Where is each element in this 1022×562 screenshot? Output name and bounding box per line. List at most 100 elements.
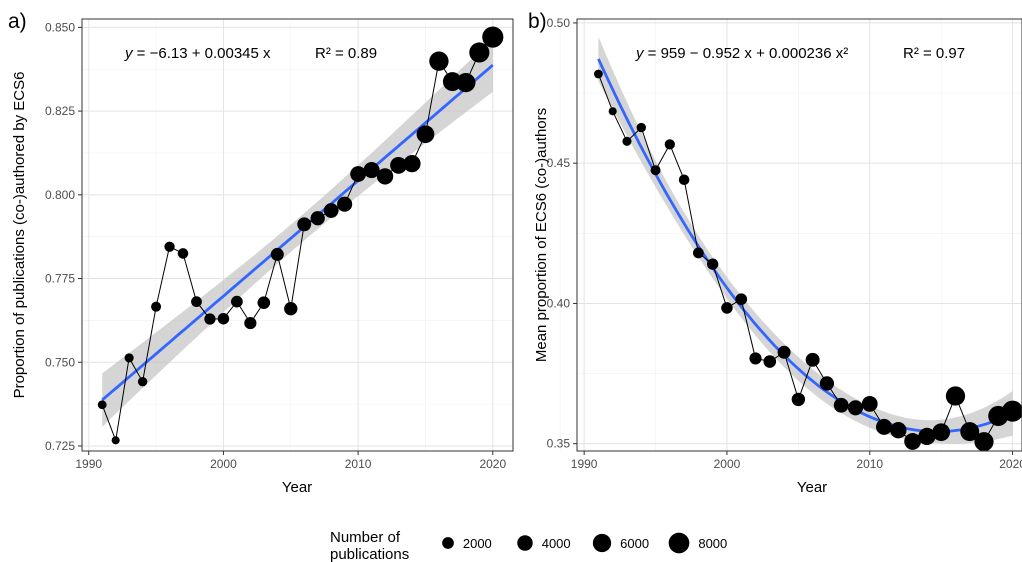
- panel-a-connecting-line: [101, 36, 494, 443]
- legend-key-circle: [592, 533, 612, 553]
- y-tick-label: 0.800: [45, 188, 75, 202]
- panel-a-tag: a): [8, 10, 27, 33]
- y-tick-label: 0.850: [45, 20, 75, 34]
- data-point: [469, 42, 490, 63]
- panel-b-ticks: 1990 2000 2010 2020 0.35 0.40 0.45 0.50: [547, 16, 1022, 471]
- panel-b-equation: y = 959 − 0.952 x + 0.000236 x²: [635, 45, 848, 62]
- legend-title-line2: publications: [330, 546, 409, 562]
- data-point: [191, 296, 202, 308]
- x-tick-label: 1990: [75, 457, 102, 471]
- y-tick-label: 0.35: [547, 437, 571, 451]
- data-point: [217, 312, 230, 325]
- data-point: [456, 73, 476, 93]
- data-point: [323, 203, 339, 218]
- panel-a: a) 1990 2000 2010 2020 0.725 0.750 0.775 0.800 0…: [8, 10, 561, 496]
- data-point: [97, 400, 107, 410]
- data-point: [297, 217, 312, 232]
- data-point: [861, 395, 878, 412]
- data-point: [763, 355, 777, 368]
- legend-key-label: 8000: [698, 536, 727, 551]
- y-tick-label: 0.40: [547, 296, 571, 310]
- data-point: [151, 301, 162, 312]
- data-point: [594, 69, 603, 79]
- data-point: [876, 418, 893, 435]
- panel-a-equation: y = −6.13 + 0.00345 x: [124, 45, 271, 62]
- panel-b-r2: R² = 0.97: [903, 45, 965, 62]
- data-point: [177, 248, 189, 259]
- data-point: [918, 427, 936, 446]
- data-point: [429, 51, 449, 71]
- panel-b-points: [594, 69, 1022, 452]
- data-point: [284, 301, 298, 316]
- panel-a-equation-y: y: [124, 45, 134, 62]
- legend-key-label: 6000: [620, 536, 649, 551]
- panel-b-gridlines: [577, 19, 1022, 451]
- size-legend: Number of publications 2000 4000 6000 8000: [330, 529, 727, 562]
- panel-a-x-axis-title: Year: [282, 479, 312, 496]
- data-point: [608, 107, 617, 116]
- data-point: [847, 400, 864, 416]
- y-tick-label: 0.775: [45, 272, 75, 286]
- data-point: [363, 162, 380, 179]
- data-point: [376, 168, 394, 185]
- data-point: [904, 433, 922, 450]
- data-point: [416, 125, 435, 144]
- data-point: [244, 316, 257, 330]
- panel-b-equation-y: y: [635, 45, 645, 62]
- panel-a-border: [81, 18, 514, 452]
- legend-title-line1: Number of: [330, 529, 401, 546]
- data-point: [890, 422, 907, 439]
- panel-b-background: [577, 19, 1022, 451]
- panel-b-x-axis-title: Year: [797, 479, 827, 496]
- data-point: [231, 295, 243, 308]
- data-point: [819, 376, 835, 391]
- data-point: [124, 353, 134, 363]
- data-point: [707, 258, 719, 270]
- y-tick-label: 0.750: [45, 355, 75, 369]
- data-point: [692, 247, 704, 259]
- panel-a-r2: R² = 0.89: [315, 45, 377, 62]
- panel-b: b) 1990 2000 2010 2020 0.35 0.40 0.45 0.50 y = …: [528, 10, 1022, 496]
- panel-b-y-axis-title: Mean proportion of ECS6 (co-)authors: [533, 108, 550, 362]
- data-point: [204, 313, 216, 325]
- data-point: [403, 155, 421, 173]
- data-point: [650, 165, 661, 176]
- data-point: [390, 156, 407, 174]
- data-point: [791, 392, 806, 407]
- x-tick-label: 2020: [479, 457, 506, 471]
- panel-a-equation-body: = −6.13 + 0.00345 x: [133, 45, 272, 62]
- data-point: [137, 376, 148, 387]
- legend-key-label: 4000: [542, 536, 571, 551]
- data-point: [664, 139, 675, 150]
- panel-b-border: [576, 18, 1022, 452]
- data-point: [735, 293, 748, 306]
- data-point: [974, 432, 994, 452]
- data-point: [164, 241, 175, 252]
- legend-keys: 2000 4000 6000 8000: [442, 532, 727, 554]
- data-point: [257, 296, 271, 309]
- data-point: [777, 345, 791, 359]
- x-tick-label: 2010: [345, 457, 372, 471]
- data-point: [310, 211, 325, 226]
- data-point: [350, 166, 366, 182]
- y-tick-label: 0.50: [547, 16, 571, 30]
- data-point: [749, 352, 762, 365]
- data-point: [337, 196, 353, 212]
- panel-b-tag: b): [528, 10, 547, 33]
- data-point: [678, 174, 690, 186]
- data-point: [622, 136, 632, 146]
- data-point: [945, 386, 966, 406]
- panel-b-equation-body: = 959 − 0.952 x + 0.000236 x²: [644, 45, 849, 62]
- data-point: [960, 422, 980, 442]
- y-tick-label: 0.725: [45, 439, 75, 453]
- panel-a-y-axis-title: Proportion of publications (co-)authored…: [11, 72, 28, 399]
- data-point: [932, 423, 951, 442]
- panel-a-ticks: 1990 2000 2010 2020 0.725 0.750 0.775 0.800 0.82…: [45, 20, 506, 471]
- data-point: [833, 397, 849, 413]
- x-tick-label: 1990: [571, 457, 598, 471]
- y-tick-label: 0.825: [45, 104, 75, 118]
- legend-key-circle: [442, 537, 454, 549]
- legend-key-label: 2000: [463, 536, 492, 551]
- data-point: [636, 122, 646, 133]
